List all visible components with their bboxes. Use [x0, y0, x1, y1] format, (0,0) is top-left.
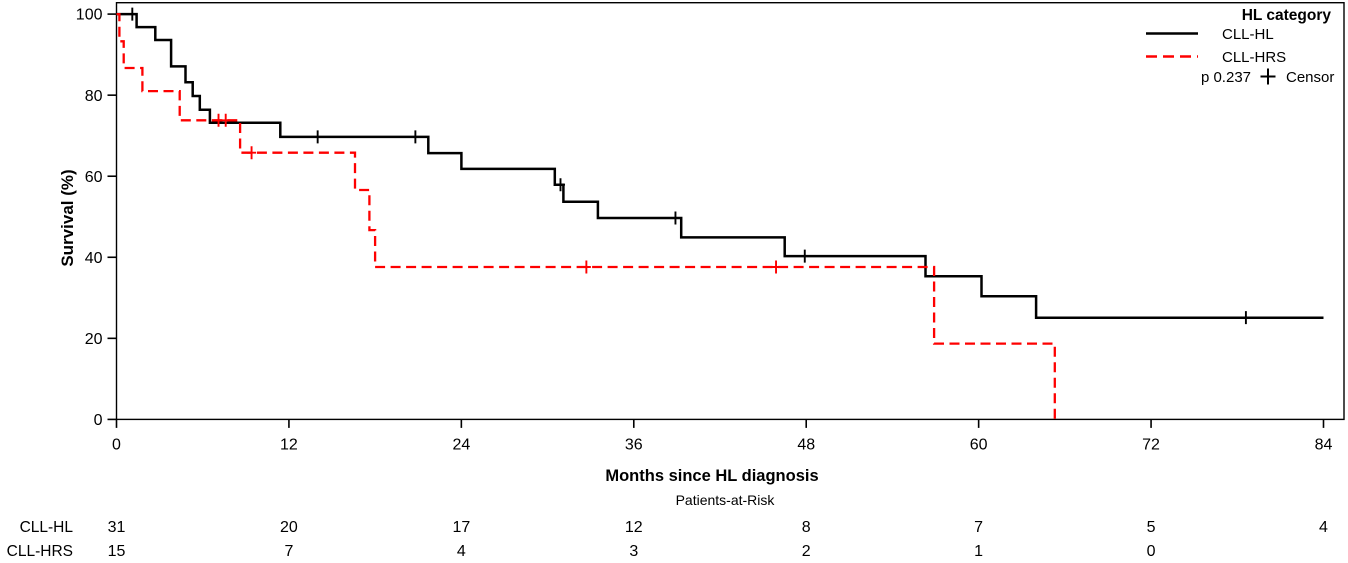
x-tick-label: 48 [797, 436, 815, 453]
x-tick-label: 60 [970, 436, 988, 453]
y-tick-label: 60 [85, 169, 103, 186]
at-risk-value: 8 [802, 519, 811, 536]
y-tick-label: 0 [94, 412, 103, 429]
at-risk-value: 17 [452, 519, 470, 536]
at-risk-title: Patients-at-Risk [676, 492, 776, 508]
at-risk-row-label: CLL-HRS [7, 543, 73, 558]
censor-mark-cll-hl [670, 211, 680, 225]
at-risk-value: 0 [1147, 543, 1156, 558]
at-risk-value: 4 [1319, 519, 1328, 536]
at-risk-value: 4 [457, 543, 466, 558]
censor-mark-cll-hl [1241, 311, 1251, 325]
at-risk-value: 1 [974, 543, 983, 558]
censor-mark-cll-hrs [221, 113, 231, 127]
at-risk-value: 7 [284, 543, 293, 558]
censor-mark-cll-hl [410, 130, 420, 144]
at-risk-value: 3 [629, 543, 638, 558]
censor-marks [127, 7, 1251, 325]
legend: HL category CLL-HL CLL-HRS p 0.237 Censo… [1146, 7, 1334, 86]
y-tick-label: 20 [85, 331, 103, 348]
censor-plus-icon [1260, 68, 1276, 85]
x-axis-title: Months since HL diagnosis [605, 467, 818, 485]
censor-mark-cll-hl [127, 7, 137, 21]
y-tick-label: 40 [85, 250, 103, 267]
x-tick-label: 24 [452, 436, 470, 453]
at-risk-value: 12 [625, 519, 643, 536]
legend-label-cll-hrs: CLL-HRS [1222, 49, 1286, 66]
censor-mark-cll-hrs [247, 146, 257, 160]
x-tick-label: 36 [625, 436, 643, 453]
censor-label: Censor [1286, 69, 1334, 86]
curve-cll-hl [116, 12, 1324, 319]
censor-mark-cll-hl [556, 178, 566, 192]
curve-cll-hrs [116, 12, 1056, 420]
at-risk-value: 7 [974, 519, 983, 536]
censor-mark-cll-hrs [581, 260, 591, 274]
at-risk-table: CLL-HL 31 20 17 12 8 7 5 4 CLL-HRS 15 7 4 3 2 1 0 [7, 519, 1328, 560]
censor-mark-cll-hl [800, 249, 810, 263]
censor-mark-cll-hl [313, 130, 323, 144]
y-tick-label: 80 [85, 88, 103, 105]
legend-title: HL category [1242, 7, 1332, 24]
at-risk-value: 2 [802, 543, 811, 558]
x-tick-label: 12 [280, 436, 298, 453]
p-value-label: p 0.237 [1201, 69, 1251, 86]
x-tick-label: 72 [1142, 436, 1160, 453]
at-risk-value: 15 [108, 543, 126, 558]
at-risk-value: 5 [1147, 519, 1156, 536]
plot-frame [115, 2, 1345, 421]
y-axis: 0 20 40 60 80 100 [76, 7, 117, 429]
at-risk-row-label: CLL-HL [20, 519, 74, 536]
x-axis: 0 12 24 36 48 60 72 84 [112, 419, 1332, 453]
y-tick-label: 100 [76, 7, 103, 24]
at-risk-value: 31 [108, 519, 126, 536]
survival-curves [116, 12, 1324, 420]
x-tick-label: 0 [112, 436, 121, 453]
censor-mark-cll-hrs [771, 260, 781, 274]
at-risk-value: 20 [280, 519, 298, 536]
legend-label-cll-hl: CLL-HL [1222, 26, 1274, 43]
y-axis-title: Survival (%) [58, 169, 77, 266]
x-tick-label: 84 [1315, 436, 1333, 453]
